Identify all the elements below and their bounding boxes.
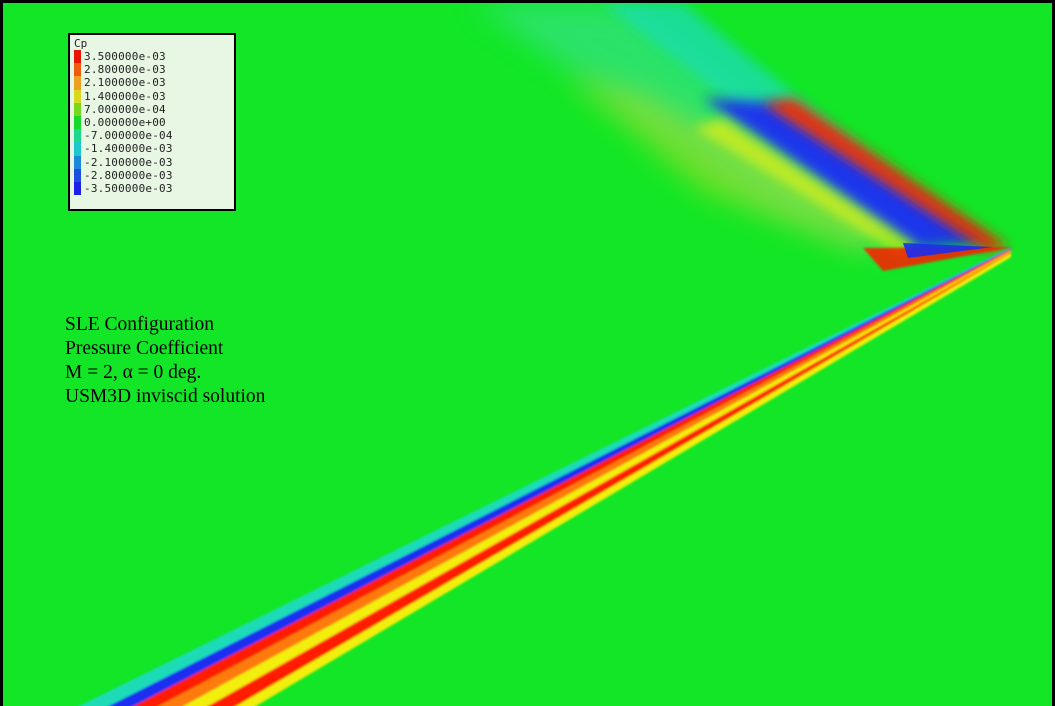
shock-band-red-2 — [208, 252, 1011, 706]
legend-swatch — [74, 142, 81, 156]
legend-swatch — [74, 168, 81, 182]
legend-entry: 1.400000e-03 — [74, 89, 234, 103]
legend-swatch — [74, 129, 81, 143]
shock-band-yellow-2 — [236, 253, 1011, 706]
legend-value: 3.500000e-03 — [84, 50, 166, 63]
legend-entry: -1.400000e-03 — [74, 142, 234, 156]
wake-red-band — [763, 98, 1008, 251]
shock-band-orange — [158, 250, 1011, 706]
apex-red-region — [863, 247, 1013, 271]
legend-value: 1.400000e-03 — [84, 89, 166, 103]
figure-annotation: SLE Configuration Pressure Coefficient M… — [65, 313, 265, 409]
shock-bands — [79, 247, 1011, 706]
legend-swatch — [74, 50, 81, 64]
legend-entry: 2.800000e-03 — [74, 63, 234, 77]
shock-band-cyan — [79, 247, 1011, 706]
legend-swatch — [74, 155, 81, 169]
legend-title: Cp — [74, 37, 88, 50]
shock-band-blue — [108, 248, 1011, 706]
wake-blue-band — [703, 98, 988, 248]
legend-entry: -7.000000e-04 — [74, 129, 234, 143]
legend-entry: -3.500000e-03 — [74, 181, 234, 196]
annotation-line-solver: USM3D inviscid solution — [65, 386, 266, 407]
legend-entry: 3.500000e-03 — [74, 50, 234, 64]
legend-entries: 3.500000e-03 2.800000e-03 2.100000e-03 1.40… — [74, 50, 234, 196]
legend-value: -1.400000e-03 — [84, 142, 173, 156]
legend-swatch — [74, 102, 81, 116]
legend-value: 2.800000e-03 — [84, 63, 166, 77]
annotation-line-conditions: M = 2, α = 0 deg. — [65, 362, 202, 383]
legend-swatch — [74, 115, 81, 130]
legend-swatch — [74, 76, 81, 90]
legend-value: 0.000000e+00 — [84, 115, 166, 129]
shock-band-yellow — [183, 251, 1011, 706]
legend-value: -7.000000e-04 — [84, 129, 173, 143]
legend-value: 2.100000e-03 — [84, 76, 166, 90]
legend-entry: -2.100000e-03 — [74, 155, 234, 169]
colorbar-legend: Cp 3.500000e-03 2.800000e-03 2.100000e-03 1… — [68, 33, 236, 211]
legend-entry: 2.100000e-03 — [74, 76, 234, 90]
pressure-contour-field — [79, 3, 1013, 706]
apex-blue-region — [903, 243, 993, 258]
shock-band-red-1 — [133, 249, 1011, 706]
wake-yellow-band — [693, 118, 918, 253]
wake-orange-region — [563, 73, 883, 253]
legend-entry: -2.800000e-03 — [74, 168, 234, 182]
legend-entry: 7.000000e-04 — [74, 102, 234, 116]
legend-value: 7.000000e-04 — [84, 102, 166, 116]
legend-value: -3.500000e-03 — [84, 181, 173, 195]
legend-value: -2.100000e-03 — [84, 155, 173, 169]
legend-swatch — [74, 63, 81, 77]
legend-entry: 0.000000e+00 — [74, 115, 234, 130]
legend-swatch — [74, 89, 81, 103]
legend-swatch — [74, 181, 81, 196]
annotation-line-configuration: SLE Configuration — [65, 314, 214, 335]
annotation-line-quantity: Pressure Coefficient — [65, 338, 224, 359]
legend-value: -2.800000e-03 — [84, 168, 173, 182]
